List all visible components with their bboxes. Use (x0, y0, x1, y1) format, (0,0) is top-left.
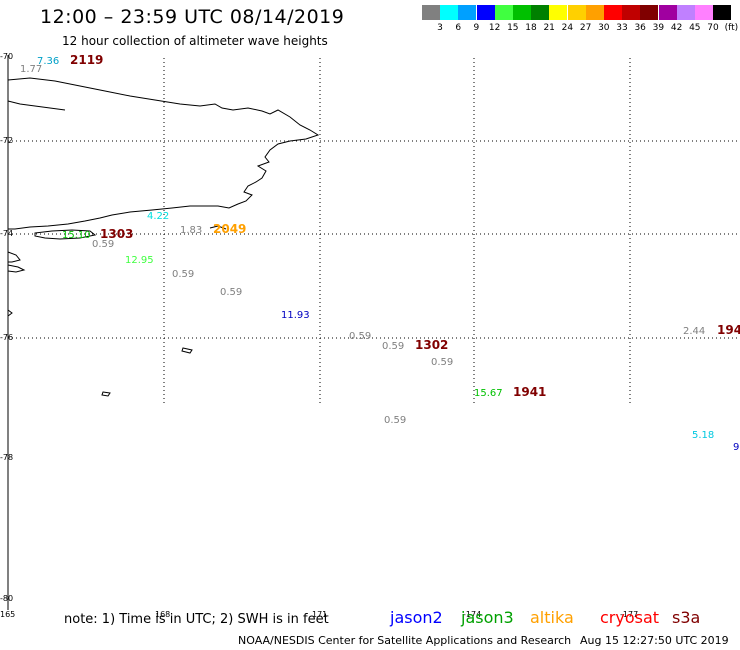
wave-height-value: 0.59 (220, 287, 242, 298)
scale-swatch (695, 5, 713, 20)
scale-unit: (ft) (724, 23, 739, 33)
lon-label: 165 (0, 610, 15, 619)
scale-swatch (676, 5, 695, 20)
lon-label: 168 (155, 610, 170, 619)
wave-height-value: 2.44 (683, 326, 705, 337)
wave-height-value: 1.77 (20, 64, 42, 75)
scale-label: 18 (525, 23, 537, 33)
wave-height-value: 5.18 (692, 430, 714, 441)
wave-height-value: 0.59 (382, 341, 404, 352)
coastline (7, 77, 320, 397)
scale-label: 3 (437, 23, 443, 33)
lat-label: -76 (0, 333, 13, 342)
legend-jason2: jason2 (390, 608, 443, 627)
lat-label: -80 (0, 594, 13, 603)
scale-label: 21 (543, 23, 555, 33)
wave-height-value: 12.95 (125, 255, 154, 266)
scale-label: 36 (634, 23, 646, 33)
scale-label: 30 (598, 23, 610, 33)
scale-swatch (658, 5, 677, 20)
wave-height-value: 0.59 (431, 357, 453, 368)
scale-swatch (713, 5, 732, 20)
wave-height-value: 9 (733, 442, 739, 453)
lat-label: -70 (0, 52, 13, 61)
scale-label: 70 (707, 23, 719, 33)
legend-altika: altika (530, 608, 574, 627)
wave-height-value: 11.93 (281, 310, 310, 321)
wave-height-value: 0.59 (92, 239, 114, 250)
scale-label: 15 (507, 23, 519, 33)
scale-label: 27 (579, 23, 592, 33)
footer-note: note: 1) Time is in UTC; 2) SWH is in fe… (64, 612, 329, 627)
lat-label: -72 (0, 136, 13, 145)
wave-height-value: 1.83 (180, 225, 202, 236)
scale-label: 6 (455, 23, 462, 33)
scale-swatch (640, 5, 659, 20)
lon-label: -174 (463, 610, 481, 619)
footer-credit: NOAA/NESDIS Center for Satellite Applica… (238, 634, 572, 647)
legend-jason3: jason3 (461, 608, 514, 627)
wave-height-value: 194 (717, 323, 740, 337)
scale-swatch (604, 5, 622, 20)
lon-label: 171 (312, 610, 327, 619)
legend-cryosat: cryosat (600, 608, 660, 627)
scale-swatch (549, 5, 568, 20)
lon-label: -177 (620, 610, 638, 619)
wave-height-value: 15.10 (62, 230, 91, 241)
wave-height-value: 15.67 (474, 388, 503, 399)
scale-swatch (458, 5, 477, 20)
lat-label: -78 (0, 453, 13, 462)
scale-swatch (622, 5, 641, 20)
scale-swatch (513, 5, 531, 20)
legend-s3a: s3a (672, 608, 701, 627)
scale-swatch (476, 5, 495, 20)
lon-labels: 165 168 171 -174 -177 (0, 610, 638, 619)
wave-height-value: 7.36 (37, 56, 59, 67)
scale-swatch (494, 5, 513, 20)
lat-label: -74 (0, 229, 13, 238)
scale-swatch (567, 5, 586, 20)
scale-label: 42 (670, 23, 683, 33)
scale-label: 12 (488, 23, 501, 33)
scale-swatch (531, 5, 550, 20)
scale-label: 33 (616, 23, 628, 33)
wave-height-value: 0.59 (349, 331, 371, 342)
map-title: 12:00 – 23:59 UTC 08/14/2019 (40, 6, 345, 28)
wave-height-value: 1303 (100, 227, 133, 241)
footer-timestamp: Aug 15 12:27:50 UTC 2019 (580, 634, 729, 647)
wave-height-value: 2049 (213, 222, 246, 236)
scale-label: 45 (689, 23, 701, 33)
scale-label: 39 (652, 23, 665, 33)
scale-swatch (585, 5, 604, 20)
lat-labels: -70 -72 -74 -76 -78 -80 (0, 52, 13, 603)
wave-height-value: 1302 (415, 338, 448, 352)
wave-height-value: 1941 (513, 385, 546, 399)
map-subtitle: 12 hour collection of altimeter wave hei… (62, 34, 328, 48)
scale-swatch (422, 5, 440, 20)
wave-height-value: 0.59 (172, 269, 194, 280)
wave-height-value: 4.22 (147, 211, 169, 222)
scale-swatch (440, 5, 459, 20)
wave-height-value: 0.59 (384, 415, 406, 426)
scale-label: 9 (473, 23, 480, 33)
wave-height-value: 2119 (70, 53, 103, 67)
scale-label: 24 (561, 23, 574, 33)
